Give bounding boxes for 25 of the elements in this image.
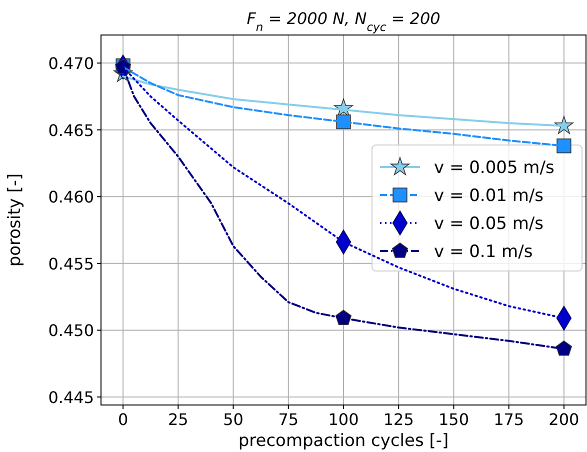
- legend-label: v = 0.05 m/s: [434, 214, 544, 234]
- x-tick-label: 150: [438, 410, 469, 429]
- y-tick-label: 0.470: [48, 54, 94, 74]
- x-tick-label: 0: [118, 410, 128, 429]
- x-tick-label: 25: [168, 410, 188, 429]
- x-tick-label: 175: [494, 410, 524, 429]
- x-tick-label: 50: [223, 410, 244, 429]
- y-axis-title: porosity [-]: [5, 173, 25, 267]
- legend-label: v = 0.005 m/s: [434, 158, 554, 178]
- point: [554, 116, 574, 134]
- point: [556, 138, 572, 154]
- legend-label: v = 0.1 m/s: [434, 242, 533, 262]
- y-tick-label: 0.450: [48, 321, 94, 340]
- x-tick-label: 125: [383, 410, 414, 429]
- chart-title: F$_{n}$ = 2000 N, N$_{cyc}$ = 200: [246, 9, 440, 34]
- legend-label: v = 0.01 m/s: [434, 186, 544, 206]
- y-tick-label: 0.445: [48, 388, 94, 407]
- x-tick-label: 100: [328, 410, 359, 429]
- x-axis-title: precompaction cycles [-]: [238, 431, 449, 451]
- y-tick-label: 0.465: [48, 120, 94, 140]
- x-tick-label: 75: [278, 410, 299, 429]
- x-tick-label: 200: [548, 410, 580, 429]
- y-tick-label: 0.455: [48, 254, 94, 274]
- point: [556, 340, 572, 356]
- y-tick-label: 0.460: [48, 188, 94, 207]
